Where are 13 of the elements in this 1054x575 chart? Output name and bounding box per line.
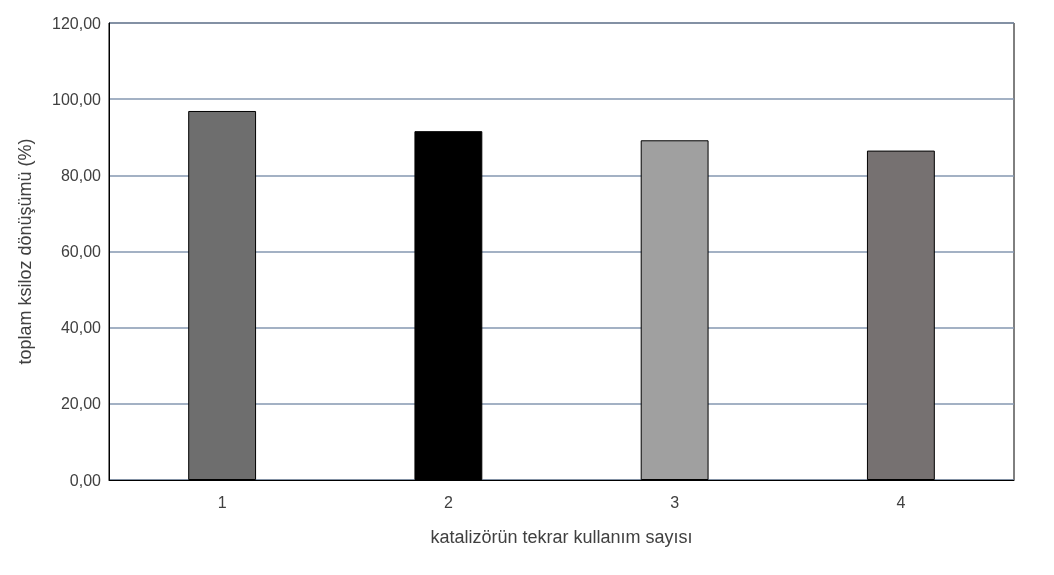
y-tick-label: 80,00 <box>60 166 102 184</box>
y-tick-label: 100,00 <box>52 90 102 108</box>
x-tick-label: 2 <box>443 493 453 511</box>
y-tick-label: 40,00 <box>60 319 102 337</box>
y-tick-label: 20,00 <box>60 395 102 413</box>
x-tick-label: 1 <box>217 493 227 511</box>
x-axis-title: katalizörün tekrar kullanım sayısı <box>430 527 693 547</box>
y-tick-label: 60,00 <box>60 243 102 260</box>
x-tick-label: 3 <box>670 493 680 511</box>
y-axis-title: toplam ksiloz dönüşümü (%) <box>15 138 35 365</box>
y-tick-label: 0,00 <box>69 471 102 489</box>
y-tick-label: 120,00 <box>52 14 102 32</box>
x-tick-label: 4 <box>896 493 906 511</box>
